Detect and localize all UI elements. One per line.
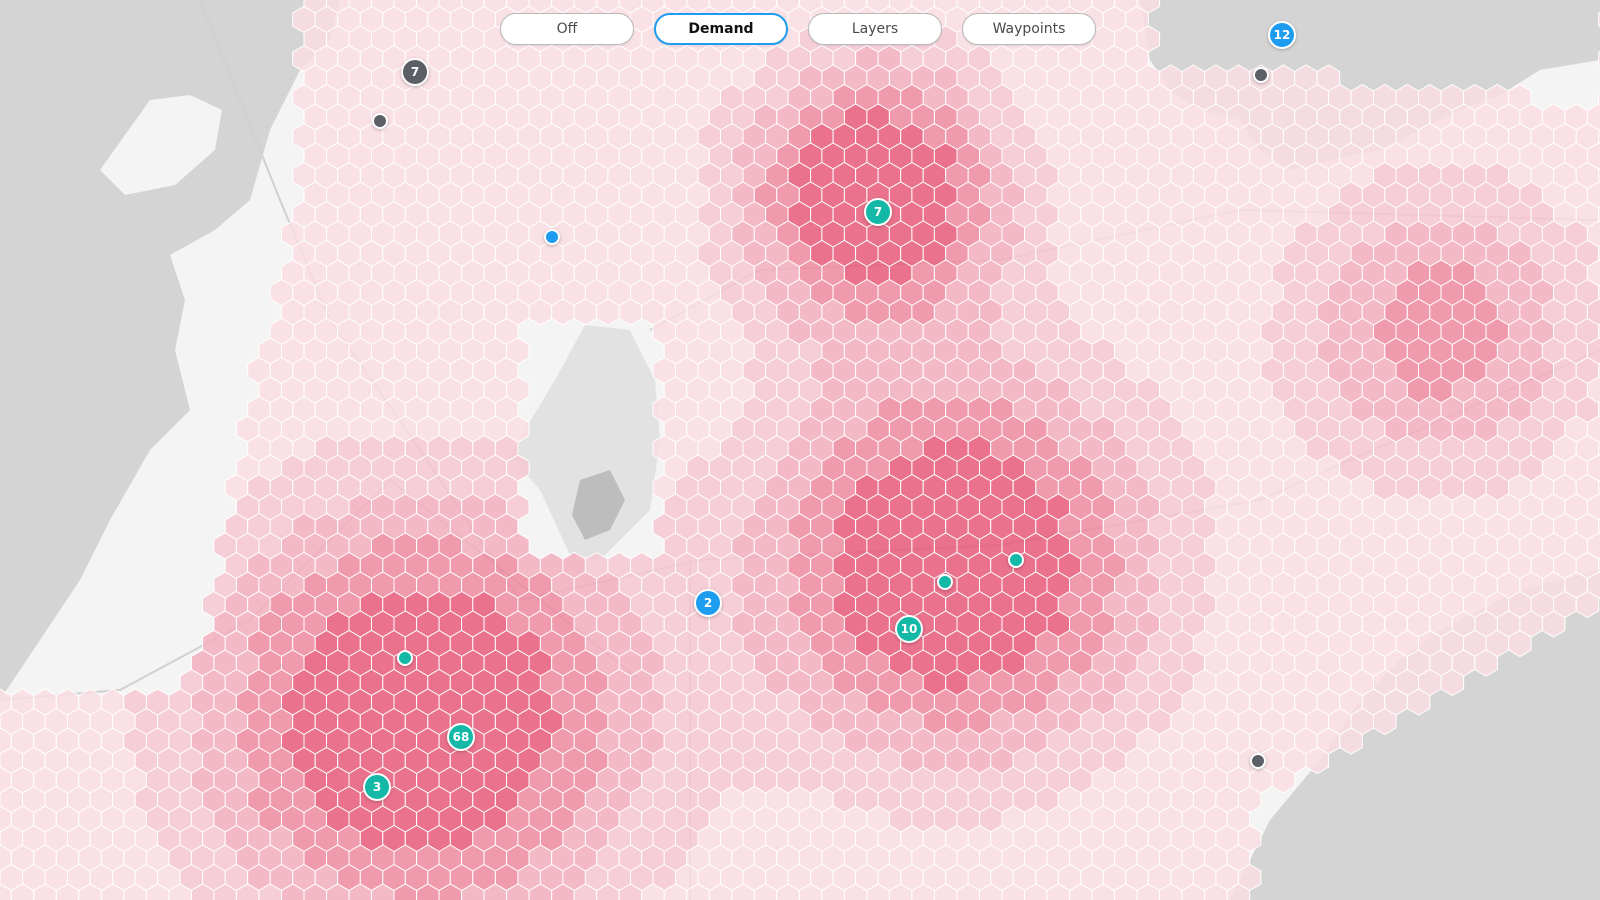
vehicle-marker[interactable] [937, 574, 953, 590]
vehicle-marker[interactable] [1250, 753, 1266, 769]
demand-hex-cell [641, 883, 665, 900]
demand-hex-cell [596, 883, 620, 900]
vehicle-marker[interactable] [544, 229, 560, 245]
demand-hex-cell [708, 883, 733, 900]
demand-hex-cell [1440, 668, 1465, 697]
demand-hex-cell [145, 883, 170, 900]
demand-hex-cell [843, 883, 868, 900]
demand-hex-cell [1159, 883, 1183, 900]
demand-hex-cell [348, 883, 372, 900]
demand-hex-cell [416, 883, 440, 900]
layers-button[interactable]: Layers [808, 13, 942, 45]
demand-hex-cell [33, 883, 57, 900]
demand-hex-cell [1046, 883, 1070, 900]
off-button[interactable]: Off [500, 13, 634, 45]
vehicle-marker[interactable] [1253, 67, 1269, 83]
demand-hex-cell [1069, 883, 1093, 900]
demand-hex-cell [1226, 883, 1251, 900]
demand-hex-cell [506, 883, 530, 900]
demand-hex-cell [1406, 688, 1431, 716]
vehicle-cluster-marker[interactable]: 2 [694, 589, 722, 617]
demand-hex-cell [326, 883, 350, 900]
demand-hex-cell [686, 883, 710, 900]
demand-hex-cell [1181, 883, 1206, 900]
demand-hex-cell [1091, 883, 1116, 900]
demand-hex-cell [393, 883, 418, 900]
demand-hex-cell [190, 883, 215, 900]
vehicle-cluster-marker[interactable]: 12 [1268, 21, 1296, 49]
demand-hex-cell [1114, 883, 1138, 900]
demand-hex-cell [1508, 629, 1532, 658]
demand-hex-cell [1204, 883, 1228, 900]
demand-hex-cell [618, 883, 643, 900]
demand-hex-cell [438, 883, 463, 900]
demand-hex-cell [123, 883, 147, 900]
vehicle-cluster-marker[interactable]: 3 [363, 773, 391, 801]
vehicle-marker[interactable] [397, 650, 413, 666]
vehicle-marker[interactable] [1008, 552, 1024, 568]
demand-hex-cell [776, 883, 800, 900]
demand-hex-cell [1575, 590, 1600, 619]
demand-hex-cell [1474, 649, 1498, 677]
demand-button[interactable]: Demand [654, 13, 788, 45]
demand-hex-cell [866, 883, 890, 900]
demand-hex-cell [213, 883, 237, 900]
demand-hex-cell [55, 883, 80, 900]
vehicle-cluster-marker[interactable]: 7 [401, 58, 429, 86]
demand-hex-cell [168, 883, 192, 900]
waypoints-button[interactable]: Waypoints [962, 13, 1096, 45]
river-west [0, 0, 340, 700]
demand-hex-cell [821, 883, 845, 900]
demand-hex-cell [663, 883, 688, 900]
demand-hex-cell [731, 883, 755, 900]
demand-hex-cell [461, 883, 485, 900]
demand-hex-cell [911, 883, 935, 900]
demand-hex-cell [258, 883, 282, 900]
demand-hex-cell [1373, 707, 1397, 736]
demand-hex-cell [1136, 883, 1161, 900]
demand-hex-cell [933, 883, 958, 900]
demand-hex-cell [798, 883, 823, 900]
map-mode-toolbar: Off Demand Layers Waypoints [500, 13, 1096, 45]
demand-hex-cell [1541, 610, 1566, 638]
vehicle-marker[interactable] [372, 113, 388, 129]
demand-hex-cell [235, 883, 260, 900]
vehicle-cluster-marker[interactable]: 68 [447, 723, 475, 751]
demand-hex-cell [281, 883, 305, 900]
demand-hex-cell [371, 883, 395, 900]
demand-hex-cell [1305, 746, 1329, 775]
vehicle-cluster-marker[interactable]: 7 [864, 198, 892, 226]
demand-hex-cell [0, 883, 12, 900]
demand-hex-cell [1001, 883, 1025, 900]
park-lake [572, 470, 625, 540]
demand-hex-cell [1271, 766, 1296, 794]
demand-hex-cell [1024, 883, 1048, 900]
demand-hex-cell [10, 883, 35, 900]
demand-hex-cell [100, 883, 125, 900]
demand-hex-cell [483, 883, 508, 900]
bay-south [1230, 570, 1600, 900]
demand-hex-cell [753, 883, 778, 900]
demand-hex-cell [528, 883, 553, 900]
demand-hex-cell [78, 883, 102, 900]
demand-hex-cell [888, 883, 913, 900]
island [100, 95, 222, 195]
demand-hex-cell [573, 883, 598, 900]
demand-hex-cell [979, 883, 1003, 900]
demand-hex-cell [956, 883, 980, 900]
demand-hex-cell [551, 883, 575, 900]
demand-hex-cell [1339, 727, 1363, 755]
vehicle-cluster-marker[interactable]: 10 [895, 615, 923, 643]
demand-hex-cell [303, 883, 327, 900]
